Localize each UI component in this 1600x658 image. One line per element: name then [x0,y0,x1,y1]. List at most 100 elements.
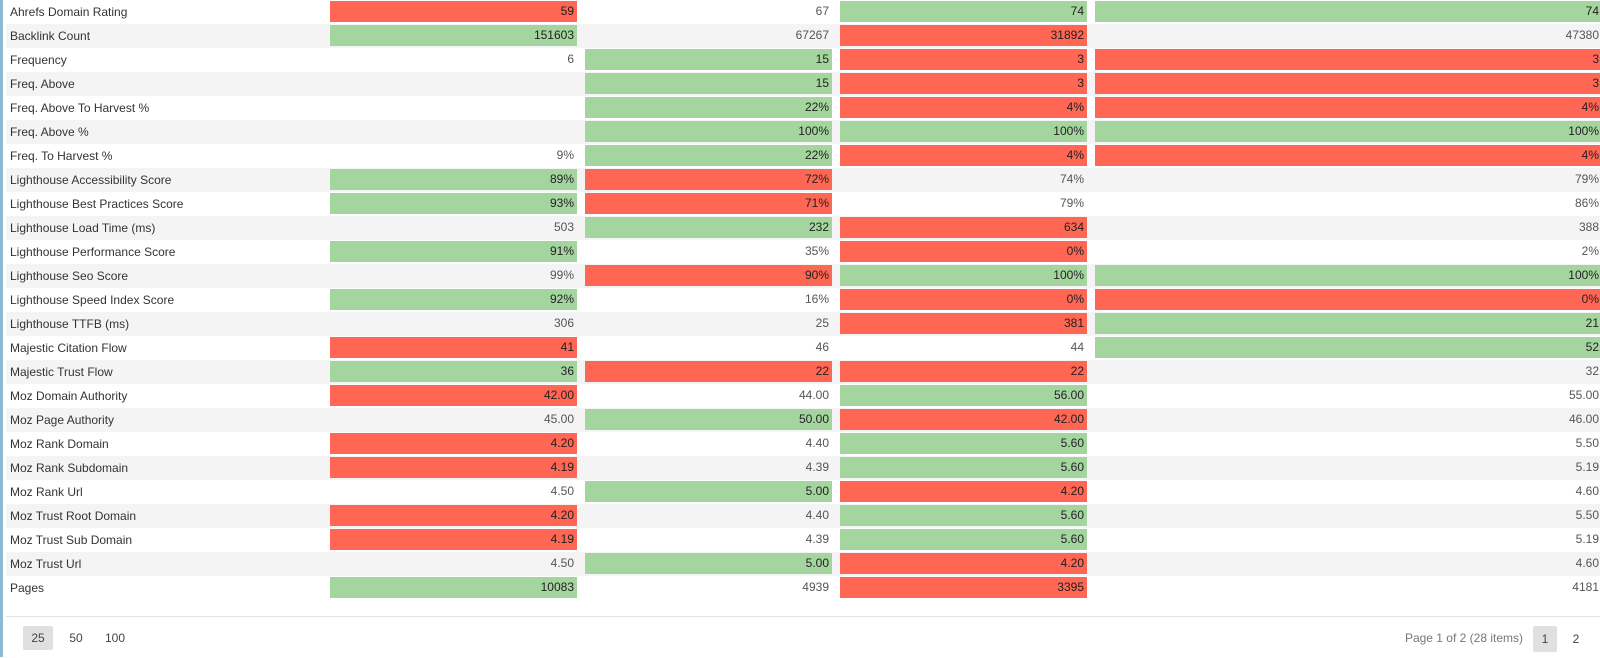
metric-cell-1: 4.50 [550,556,574,570]
metric-name: Frequency [10,53,67,67]
metric-cell-2: 67267 [795,28,829,42]
metric-cell-2: 5.00 [585,553,832,574]
metric-cell-3: 74 [840,1,1087,22]
metric-cell-3: 3 [840,49,1087,70]
table-row: Moz Rank Url 4.50 5.00 4.20 4.60 [6,480,1600,504]
metric-cell-1: 10083 [330,577,577,598]
page-size-100-button[interactable]: 100 [104,631,126,645]
metric-cell-1 [330,97,577,118]
page-info: Page 1 of 2 (28 items) [1404,631,1523,645]
metric-cell-3: 22 [840,361,1087,382]
metric-name: Ahrefs Domain Rating [10,5,128,19]
metric-name: Moz Rank Subdomain [10,461,129,475]
metric-cell-4: 4.60 [1575,484,1599,498]
metric-cell-3: 100% [840,265,1087,286]
metric-cell-1: 503 [553,220,574,234]
metric-cell-2: 15 [585,73,832,94]
table-row: Freq. Above To Harvest % 22% 4% 4% [6,96,1600,120]
metric-cell-1 [330,73,577,94]
table-row: Lighthouse Seo Score 99% 90% 100% 100% [6,264,1600,288]
metric-cell-4: 5.50 [1575,508,1599,522]
table-row: Moz Page Authority 45.00 50.00 42.00 46.00 [6,408,1600,432]
metric-cell-2: 22% [585,97,832,118]
metric-cell-4: 100% [1095,121,1600,142]
metric-cell-3: 4% [840,97,1087,118]
metric-cell-2: 4.39 [805,532,829,546]
metric-cell-4: 4.60 [1575,556,1599,570]
metric-cell-1: 93% [330,193,577,214]
metric-cell-3: 634 [840,217,1087,238]
metric-cell-2: 4939 [802,580,829,594]
metric-cell-4: 0% [1095,289,1600,310]
metric-cell-3: 31892 [840,25,1087,46]
metric-cell-2: 67 [815,4,829,18]
metric-cell-4: 47380 [1565,28,1599,42]
metric-cell-4: 4% [1095,145,1600,166]
page-size-25-button[interactable]: 25 [23,626,53,650]
metric-cell-3: 0% [840,241,1087,262]
table-row: Moz Rank Subdomain 4.19 4.39 5.60 5.19 [6,456,1600,480]
metric-cell-2: 5.00 [585,481,832,502]
metric-name: Moz Domain Authority [10,389,128,403]
metric-cell-3: 0% [840,289,1087,310]
metric-cell-4: 5.50 [1575,436,1599,450]
metric-cell-4: 4181 [1572,580,1599,594]
metric-name: Moz Trust Url [10,557,82,571]
metric-cell-4: 32 [1585,364,1599,378]
table-row: Backlink Count 151603 67267 31892 47380 [6,24,1600,48]
table-row: Frequency 6 15 3 3 [6,48,1600,72]
metric-cell-1: 99% [549,268,574,282]
metric-cell-2: 25 [815,316,829,330]
page-size-50-button[interactable]: 50 [69,631,83,645]
metric-cell-3: 74% [1059,172,1084,186]
table-row: Majestic Trust Flow 36 22 22 32 [6,360,1600,384]
metric-cell-3: 42.00 [840,409,1087,430]
metric-cell-3: 3395 [840,577,1087,598]
metric-cell-1: 6 [567,52,574,66]
metric-name: Lighthouse Performance Score [10,245,176,259]
metric-cell-4: 2% [1581,244,1599,258]
metric-cell-4: 100% [1095,265,1600,286]
metric-name: Moz Rank Domain [10,437,109,451]
metric-cell-2: 90% [585,265,832,286]
metric-cell-3: 5.60 [840,529,1087,550]
table-row: Lighthouse Performance Score 91% 35% 0% 2% [6,240,1600,264]
metric-cell-4: 388 [1578,220,1599,234]
metric-name: Moz Trust Sub Domain [10,533,133,547]
table-row: Moz Rank Domain 4.20 4.40 5.60 5.50 [6,432,1600,456]
metric-name: Lighthouse Seo Score [10,269,129,283]
metric-cell-1: 4.19 [330,529,577,550]
metric-cell-2: 15 [585,49,832,70]
metric-cell-2: 232 [585,217,832,238]
metric-cell-1: 41 [330,337,577,358]
metric-name: Moz Trust Root Domain [10,509,137,523]
metric-cell-1: 42.00 [330,385,577,406]
metric-name: Lighthouse Accessibility Score [10,173,172,187]
metric-cell-1: 4.50 [550,484,574,498]
table-row: Ahrefs Domain Rating 59 67 74 74 [6,0,1600,24]
metric-cell-3: 3 [840,73,1087,94]
metric-name: Pages [10,581,45,595]
table-row: Freq. To Harvest % 9% 22% 4% 4% [6,144,1600,168]
table-row: Freq. Above 15 3 3 [6,72,1600,96]
metric-cell-3: 5.60 [840,457,1087,478]
metric-cell-2: 4.40 [805,436,829,450]
metric-cell-1: 36 [330,361,577,382]
metric-cell-4: 3 [1095,49,1600,70]
metric-cell-1: 4.20 [330,433,577,454]
metric-cell-3: 44 [1070,340,1084,354]
table-row: Majestic Citation Flow 41 46 44 52 [6,336,1600,360]
page-1-button[interactable]: 1 [1533,626,1557,652]
metric-cell-4: 21 [1095,313,1600,334]
metric-name: Lighthouse Load Time (ms) [10,221,156,235]
metric-name: Lighthouse Best Practices Score [10,197,184,211]
metric-name: Freq. Above % [10,125,89,139]
metric-cell-2: 44.00 [798,388,829,402]
metric-cell-3: 4.20 [840,481,1087,502]
metric-cell-2: 100% [585,121,832,142]
pager: 25 50 100 Page 1 of 2 (28 items) 1 2 [6,616,1600,658]
metric-name: Lighthouse TTFB (ms) [10,317,130,331]
metric-cell-4: 55.00 [1568,388,1599,402]
metric-cell-3: 4% [840,145,1087,166]
page-2-button[interactable]: 2 [1572,632,1580,646]
